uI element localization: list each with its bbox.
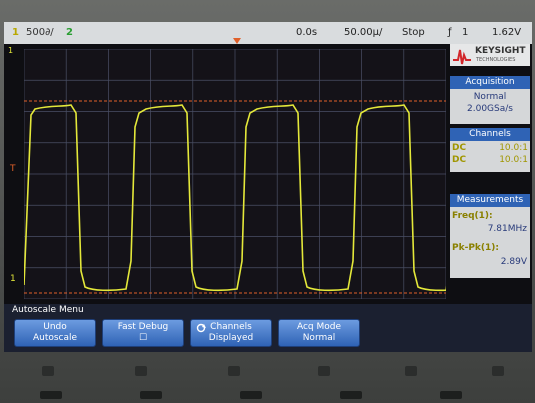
softkey-label: Channels	[210, 322, 252, 332]
peak-to-peak-label: Pk-Pk(1):	[452, 243, 499, 253]
trigger-channel: 1	[462, 27, 469, 38]
measurement-row: Freq(1): 7.81MHz	[450, 207, 530, 241]
brand-name: KEYSIGHT	[475, 46, 526, 56]
graticule	[24, 49, 446, 299]
status-bar: 1 500∂/ 2 0.0s 50.00µ/ Stop ƒ 1 1.62V	[4, 22, 532, 44]
softkey-hardware-button[interactable]	[318, 366, 330, 376]
channels-title: Channels	[450, 128, 530, 141]
channel1-axis-label: 1	[8, 46, 14, 55]
acquisition-panel[interactable]: Acquisition Normal 2.00GSa/s	[450, 76, 530, 124]
softkey-label: Acq Mode	[296, 322, 342, 332]
channel1-coupling: DC	[452, 143, 467, 153]
channel1-trace	[24, 104, 446, 292]
softkey-hardware-button[interactable]	[228, 366, 240, 376]
softkey-label: Fast Debug	[117, 322, 169, 332]
measurements-panel[interactable]: Measurements Freq(1): 7.81MHz Pk-Pk(1): …	[450, 194, 530, 278]
undo-autoscale-button[interactable]: Undo Autoscale	[14, 319, 96, 347]
rotate-knob-icon	[196, 323, 206, 333]
hardware-button[interactable]	[340, 391, 362, 399]
menu-title: Autoscale Menu	[12, 305, 84, 315]
channel2-probe-ratio: 10.0:1	[499, 155, 528, 165]
trigger-icon: ƒ	[448, 27, 452, 38]
measurements-title: Measurements	[450, 194, 530, 207]
softkey-sublabel: Displayed	[208, 333, 254, 343]
softkey-sublabel: Autoscale	[32, 333, 78, 343]
fast-debug-button[interactable]: Fast Debug ☐	[102, 319, 184, 347]
hardware-button[interactable]	[140, 391, 162, 399]
acquisition-title: Acquisition	[450, 76, 530, 89]
trigger-level-marker: T	[10, 164, 16, 174]
softkey-hardware-button[interactable]	[405, 366, 417, 376]
softkey-hardware-button[interactable]	[135, 366, 147, 376]
channel2-number: 2	[66, 27, 73, 38]
peak-to-peak-value: 2.89V	[500, 257, 527, 267]
ground-marker: 1	[10, 274, 16, 284]
frequency-label: Freq(1):	[452, 211, 493, 221]
softkey-menu: Autoscale Menu Undo Autoscale Fast Debug…	[10, 305, 530, 347]
channel1-number: 1	[12, 27, 19, 38]
acq-mode-button[interactable]: Acq Mode Normal	[278, 319, 360, 347]
acquisition-mode: Normal	[473, 92, 507, 102]
hardware-button[interactable]	[440, 391, 462, 399]
channel-row: DC 10.0:1	[450, 155, 530, 169]
brand-subtitle: TECHNOLOGIES	[476, 57, 516, 63]
channel-row: DC 10.0:1	[450, 141, 530, 155]
run-state: Stop	[402, 27, 425, 38]
channels-displayed-button[interactable]: Channels Displayed	[190, 319, 272, 347]
timebase-readout[interactable]: 50.00µ/	[344, 27, 383, 38]
hardware-button[interactable]	[40, 391, 62, 399]
delay-readout[interactable]: 0.0s	[296, 27, 318, 38]
trigger-position-icon	[233, 38, 241, 44]
channels-panel[interactable]: Channels DC 10.0:1 DC 10.0:1	[450, 128, 530, 172]
softkey-label: Undo	[43, 322, 67, 332]
waveform-display[interactable]	[24, 49, 446, 299]
brand-logo: KEYSIGHT TECHNOLOGIES	[450, 44, 530, 66]
checkbox-icon: ☐	[138, 333, 148, 343]
keysight-wave-icon	[453, 49, 471, 65]
channel2-coupling: DC	[452, 155, 467, 165]
hardware-button[interactable]	[240, 391, 262, 399]
channel1-probe-ratio: 10.0:1	[499, 143, 528, 153]
softkey-hardware-button[interactable]	[42, 366, 54, 376]
frequency-value: 7.81MHz	[487, 224, 527, 234]
channel1-scale[interactable]: 500∂/	[26, 27, 54, 38]
oscilloscope-screen: 1 500∂/ 2 0.0s 50.00µ/ Stop ƒ 1 1.62V 1 …	[4, 22, 532, 352]
sample-rate: 2.00GSa/s	[467, 104, 513, 114]
trigger-level[interactable]: 1.62V	[492, 27, 522, 38]
measurement-row: Pk-Pk(1): 2.89V	[450, 241, 530, 275]
softkey-sublabel: Normal	[302, 333, 336, 343]
softkey-hardware-button[interactable]	[492, 366, 504, 376]
